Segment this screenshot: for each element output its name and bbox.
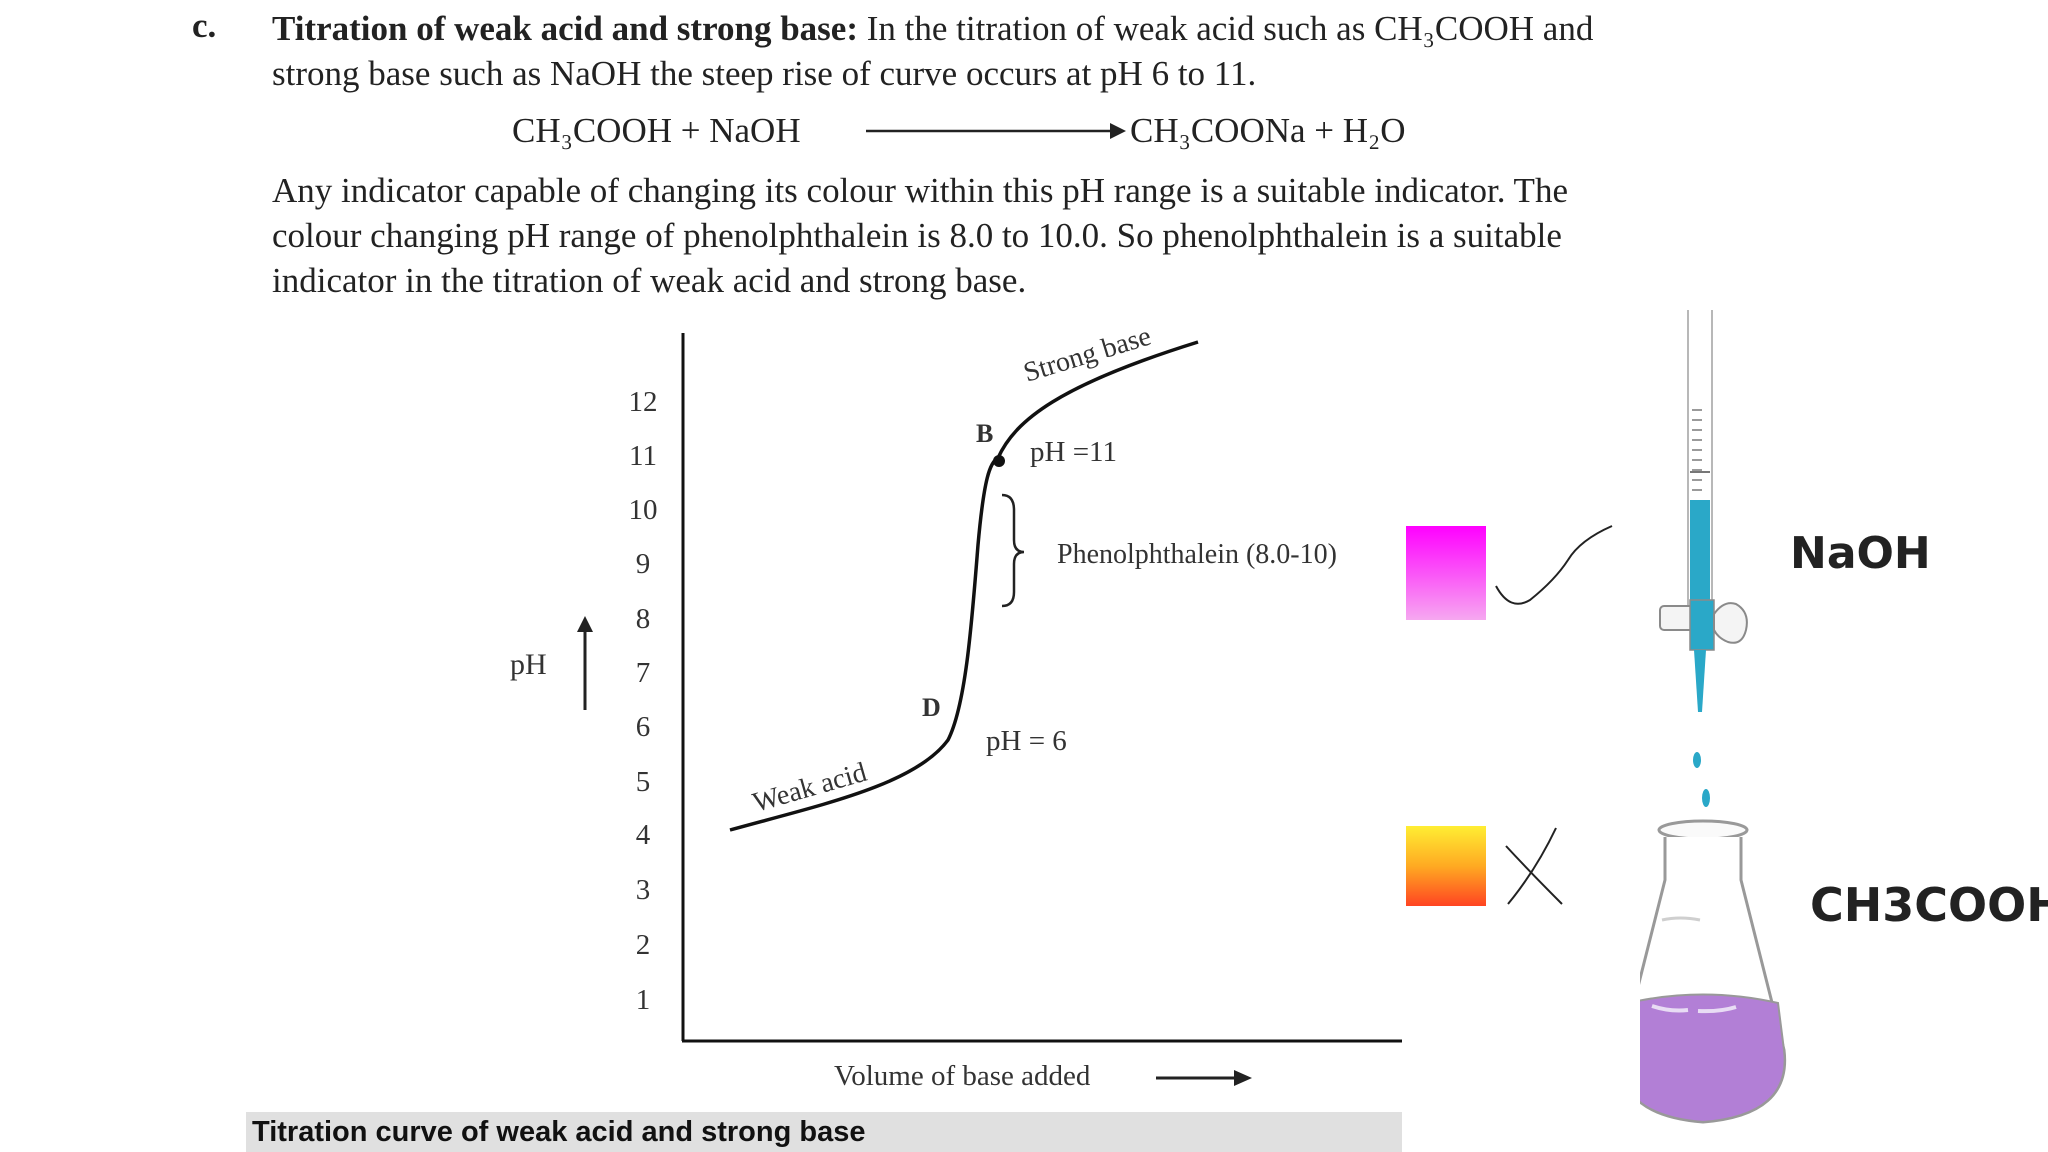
indicator-label: Phenolphthalein (8.0-10) (1057, 539, 1337, 570)
y-tick-3: 3 (636, 874, 651, 906)
unsuitable-indicator-swatch (1406, 826, 1486, 906)
y-tick-10: 10 (629, 494, 658, 526)
titration-apparatus (1640, 310, 1787, 1124)
point-d-label: D (922, 693, 941, 722)
y-axis-arrow (577, 616, 593, 710)
phenolphthalein-swatch (1406, 526, 1486, 620)
indicator-comparison (1406, 525, 1613, 906)
ph-high-label: pH =11 (1030, 436, 1117, 468)
burette-label: NaOH (1790, 528, 1931, 579)
equation-right: CH₃COONa + H₂O (1130, 111, 1406, 150)
conical-flask (1640, 819, 1787, 1124)
y-tick-2: 2 (636, 929, 651, 961)
strong-base-label: Strong base (1020, 321, 1155, 389)
y-tick-6: 6 (636, 711, 651, 743)
y-tick-12: 12 (629, 386, 658, 418)
intro-text: In the titration of weak acid such as CH… (866, 9, 1594, 48)
y-tick-8: 8 (636, 603, 651, 635)
section-heading: Titration of weak acid and strong base: (272, 9, 858, 48)
point-b-marker (993, 455, 1005, 467)
y-tick-1: 1 (636, 984, 651, 1016)
titrant-drop (1702, 789, 1710, 807)
titration-curve-figure: 1 2 3 4 5 6 7 8 9 10 11 12 pH Volume of … (510, 321, 1402, 1092)
para2-line-2: colour changing pH range of phenolphthal… (272, 216, 1562, 255)
y-tick-labels: 1 2 3 4 5 6 7 8 9 10 11 12 (629, 386, 658, 1016)
check-mark-icon (1495, 525, 1613, 605)
point-b-label: B (976, 419, 993, 448)
equation-arrow (866, 123, 1126, 139)
indicator-range-brace (1001, 493, 1025, 608)
y-tick-7: 7 (636, 657, 651, 689)
y-tick-9: 9 (636, 548, 651, 580)
cross-mark-icon (1505, 827, 1563, 905)
intro-line-2: strong base such as NaOH the steep rise … (272, 54, 1257, 93)
para2-line-3: indicator in the titration of weak acid … (272, 261, 1027, 300)
section-marker: c. (192, 6, 217, 45)
burette (1659, 310, 1748, 712)
y-tick-11: 11 (629, 440, 657, 472)
y-tick-4: 4 (636, 819, 651, 851)
intro-line-1: Titration of weak acid and strong base: … (272, 6, 1812, 51)
x-axis-label: Volume of base added (834, 1060, 1091, 1092)
ph-low-label: pH = 6 (986, 725, 1067, 757)
para2-line-1: Any indicator capable of changing its co… (272, 171, 1568, 210)
y-tick-5: 5 (636, 766, 651, 798)
titration-curve (729, 340, 1199, 832)
flask-label: CH3COOH (1810, 878, 2048, 932)
titrant-drop (1693, 752, 1701, 768)
x-axis-arrow (1156, 1070, 1252, 1086)
figure-caption: Titration curve of weak acid and strong … (246, 1112, 1402, 1152)
y-axis-label: pH (510, 648, 547, 681)
equation-left: CH₃COOH + NaOH (512, 111, 801, 150)
